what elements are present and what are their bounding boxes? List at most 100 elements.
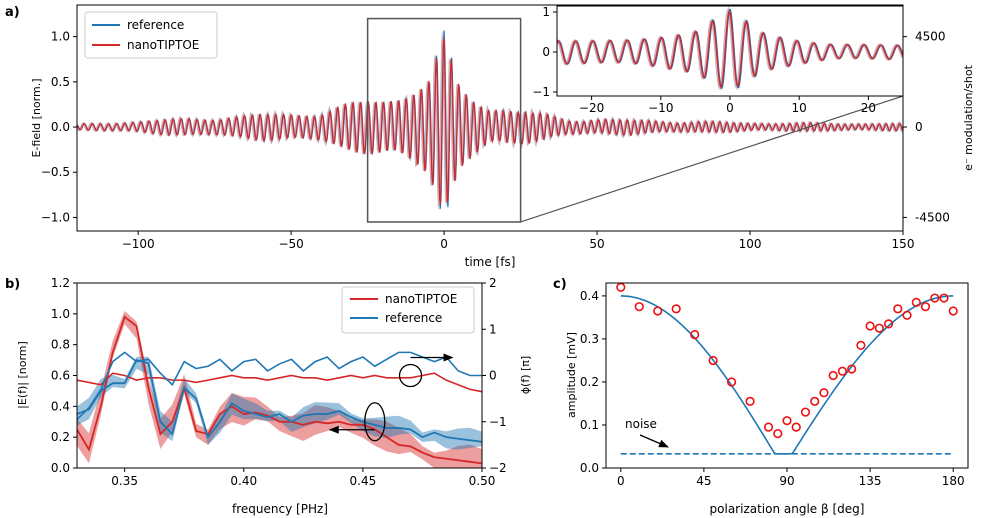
noise-annotation: noise bbox=[625, 417, 669, 448]
data-point bbox=[837, 366, 848, 376]
inset-y-tick-label: 1 bbox=[542, 5, 550, 19]
zoom-connector bbox=[520, 95, 904, 223]
amplitude-line-reference bbox=[77, 359, 482, 443]
panel-label-b: b) bbox=[5, 277, 20, 292]
data-point bbox=[893, 304, 903, 314]
panel-a: a) −100 −50 0 50 100 150−1.0−0.50.00.51.0 4500… bbox=[5, 4, 975, 269]
right-tick-label-b: 0 bbox=[489, 369, 497, 383]
y-tick-label-c: 0.0 bbox=[580, 461, 599, 475]
annotation-ellipse bbox=[398, 363, 423, 388]
data-point bbox=[791, 422, 801, 432]
data-point bbox=[782, 416, 792, 426]
data-point bbox=[773, 428, 783, 439]
y-tick-label-c: 0.4 bbox=[580, 289, 599, 303]
y-tick-label-b: 1.0 bbox=[51, 307, 70, 321]
inset-x-tick-label: 20 bbox=[861, 101, 876, 115]
polarization-series bbox=[616, 283, 958, 455]
data-point bbox=[939, 293, 949, 303]
data-point bbox=[948, 306, 958, 316]
data-point bbox=[883, 319, 894, 329]
right-tick-label-b: −1 bbox=[489, 415, 507, 429]
right-tick-label-a: 4500 bbox=[915, 30, 946, 44]
plot-frame-a bbox=[76, 4, 904, 232]
axis-arrows-b bbox=[328, 353, 454, 442]
x-axis-label-c: polarization angle β [deg] bbox=[710, 502, 865, 516]
inset-x-tick-label: −20 bbox=[579, 101, 604, 115]
spectrum-series bbox=[77, 311, 482, 468]
y-tick-label-a: 0.0 bbox=[51, 120, 70, 134]
phase-line-reference bbox=[77, 351, 482, 421]
inset-y-tick-label: 0 bbox=[542, 45, 550, 59]
x-tick-label-b: 0.50 bbox=[469, 474, 496, 488]
x-tick-label-a: −50 bbox=[278, 237, 303, 251]
amplitude-line-nanoTIPTOE bbox=[77, 315, 482, 465]
y-tick-label-a: −0.5 bbox=[41, 165, 70, 179]
data-point bbox=[745, 396, 755, 406]
y-axis-label-b: |E(f)| [norm] bbox=[16, 341, 29, 409]
y-tick-label-b: 0.2 bbox=[51, 430, 70, 444]
x-tick-label-c: 90 bbox=[779, 474, 794, 488]
right-tick-label-b: −2 bbox=[489, 461, 507, 475]
data-point bbox=[847, 364, 857, 374]
panel-b: b) 0.35 0.40 0.45 0.50 0.0 0.2 0.4 0.6 0.8 1.0 1.2… bbox=[5, 276, 532, 516]
data-point bbox=[690, 330, 700, 340]
right-axis-label-a: e⁻ modulation/shot bbox=[962, 64, 975, 170]
axis-ticks-a: −100 −50 0 50 100 150−1.0−0.50.00.51.0 45000-4… bbox=[41, 30, 950, 251]
inset-plot: −20 −10 0 10 20−101 bbox=[532, 5, 904, 115]
right-tick-label-b: 1 bbox=[489, 322, 497, 336]
annotation-ellipse bbox=[364, 402, 386, 442]
data-point bbox=[874, 323, 884, 333]
x-tick-label-a: 50 bbox=[589, 237, 604, 251]
x-tick-label-a: −100 bbox=[122, 237, 155, 251]
data-point bbox=[828, 370, 838, 381]
inset-x-tick-label: −10 bbox=[648, 101, 673, 115]
legend-b: nanoTIPTOE reference bbox=[341, 286, 475, 334]
y-tick-label-a: 0.5 bbox=[51, 75, 70, 89]
data-point bbox=[800, 407, 811, 417]
x-axis-label-a: time [fs] bbox=[465, 255, 516, 269]
x-tick-label-b: 0.45 bbox=[350, 474, 377, 488]
y-tick-label-c: 0.3 bbox=[580, 332, 599, 346]
data-point bbox=[819, 388, 829, 398]
y-tick-label-b: 0.6 bbox=[51, 369, 70, 383]
x-tick-label-a: 100 bbox=[739, 237, 762, 251]
y-tick-label-b: 1.2 bbox=[51, 276, 70, 290]
y-tick-label-a: −1.0 bbox=[41, 210, 70, 224]
data-point bbox=[856, 340, 866, 350]
data-point bbox=[810, 396, 820, 406]
legend-label-nanotiptoe: nanoTIPTOE bbox=[127, 38, 199, 52]
x-tick-label-c: 135 bbox=[859, 474, 882, 488]
phase-line-nanoTIPTOE bbox=[77, 372, 482, 393]
inset-x-tick-label: 0 bbox=[726, 101, 734, 115]
y-tick-label-b: 0.8 bbox=[51, 338, 70, 352]
fit-curve bbox=[620, 295, 954, 455]
y-tick-label-b: 0.0 bbox=[51, 461, 70, 475]
legend-label-reference-b: reference bbox=[385, 311, 442, 325]
x-tick-label-a: 0 bbox=[440, 237, 448, 251]
data-point bbox=[653, 306, 663, 316]
data-point bbox=[865, 321, 875, 331]
right-tick-label-a: 0 bbox=[915, 120, 923, 134]
data-point bbox=[763, 422, 774, 432]
right-axis-label-b: ϕ(f) [π] bbox=[519, 356, 532, 394]
axis-ticks-b: 0.35 0.40 0.45 0.50 0.0 0.2 0.4 0.6 0.8 1.0 1.2 2 1 0… bbox=[51, 276, 507, 488]
axis-ticks-c: 0 45 90 135 180 0.0 0.1 0.2 0.3 0.4 bbox=[580, 289, 965, 488]
right-tick-label-a: -4500 bbox=[915, 210, 950, 224]
inset-line-nanoTIPTOE bbox=[557, 10, 903, 88]
panel-label-a: a) bbox=[5, 5, 20, 20]
legend-a: reference nanoTIPTOE bbox=[84, 11, 218, 59]
y-axis-label-c: amplitude [mV] bbox=[565, 332, 578, 418]
right-tick-label-b: 2 bbox=[489, 276, 497, 290]
y-axis-label-a: E-field [norm.] bbox=[30, 79, 43, 158]
plot-frame-c bbox=[605, 282, 969, 469]
data-point bbox=[920, 302, 931, 312]
legend-label-reference: reference bbox=[127, 18, 184, 32]
x-axis-label-b: frequency [PHz] bbox=[232, 502, 328, 516]
zoom-box bbox=[366, 17, 522, 223]
data-point bbox=[671, 304, 681, 314]
y-tick-label-c: 0.1 bbox=[580, 418, 599, 432]
x-tick-label-c: 45 bbox=[696, 474, 711, 488]
zoom-region bbox=[366, 17, 904, 223]
inset-y-tick-label: −1 bbox=[532, 85, 550, 99]
